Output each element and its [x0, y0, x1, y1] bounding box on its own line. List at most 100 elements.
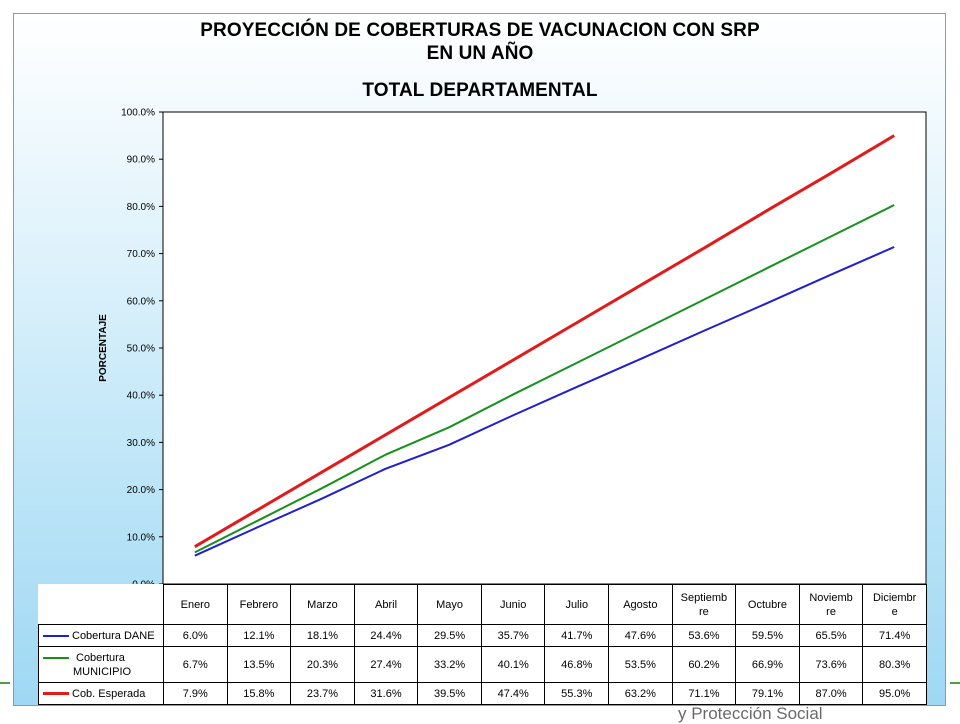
- data-table: Enero Febrero Marzo Abril Mayo Junio Julio Agos…: [38, 584, 927, 705]
- chart-title-line-1: PROYECCIÓN DE COBERTURAS DE VACUNACION C…: [200, 20, 760, 41]
- y-tick-label: 90.0%: [127, 155, 155, 166]
- x-category-label: Octubre: [735, 584, 800, 625]
- legend-key-line: [43, 692, 69, 696]
- x-category-label-part: Enero: [180, 598, 210, 611]
- data-label: 12.1%: [226, 624, 292, 647]
- x-category-label-part: Julio: [565, 598, 589, 611]
- data-label: 31.6%: [353, 682, 419, 705]
- data-label: 65.5%: [798, 624, 864, 647]
- data-label: 6.7%: [163, 646, 228, 683]
- x-category-label: Noviemb re: [798, 584, 864, 625]
- series-name: Cobertura DANE: [72, 629, 155, 642]
- series-line-1: [194, 246, 895, 557]
- data-label: 20.3%: [290, 646, 355, 683]
- series-name: Cobertura: [76, 651, 125, 664]
- x-category-label-part: Marzo: [307, 598, 338, 611]
- data-label: 29.5%: [417, 624, 482, 647]
- x-category-label-part: Mayo: [436, 598, 464, 611]
- x-category-label-part: Diciembr: [872, 591, 917, 604]
- x-category-label-part: Noviemb: [809, 591, 853, 604]
- data-label: 18.1%: [290, 624, 355, 647]
- series-line-3: [194, 134, 895, 548]
- data-label: 87.0%: [798, 682, 864, 705]
- x-category-label: Diciembr e: [862, 584, 927, 625]
- y-axis-label: PORCENTAJE: [98, 314, 109, 382]
- x-category-label: Marzo: [290, 584, 355, 625]
- x-category-label: Septiemb re: [671, 584, 737, 625]
- data-label: 95.0%: [862, 682, 927, 705]
- x-category-label: Mayo: [417, 584, 482, 625]
- x-category-label: Junio: [480, 584, 546, 625]
- x-category-label-part: Abril: [375, 598, 398, 611]
- data-label: 73.6%: [798, 646, 864, 683]
- data-label: 7.9%: [163, 682, 228, 705]
- table-row: Cobertura DANE 6.0% 12.1% 18.1% 24.4% 29.5% 35…: [38, 624, 927, 647]
- data-label: 79.1%: [735, 682, 800, 705]
- x-category-label-part: re: [826, 605, 836, 618]
- series-name: Cob. Esperada: [72, 687, 146, 700]
- table-row: Cob. Esperada 7.9% 15.8% 23.7% 31.6% 39.5% 47.…: [38, 682, 927, 705]
- table-row: Cobertura MUNICIPIO 6.7% 13.5% 20.3% 27.4% 33.…: [38, 646, 927, 683]
- data-label: 47.6%: [608, 624, 673, 647]
- x-category-label-part: e: [891, 605, 898, 618]
- x-category-label-part: Octubre: [747, 598, 788, 611]
- series-line-2: [194, 204, 895, 554]
- legend-key-line: [43, 656, 69, 659]
- data-label: 23.7%: [290, 682, 355, 705]
- y-tick-label: 40.0%: [127, 391, 155, 402]
- data-label: 24.4%: [353, 624, 419, 647]
- data-label: 63.2%: [608, 682, 673, 705]
- y-tick-label: 50.0%: [127, 344, 155, 355]
- x-category-label-part: Agosto: [623, 598, 658, 611]
- footer-divider-left: [0, 682, 10, 684]
- data-label: 35.7%: [480, 624, 546, 647]
- data-label: 60.2%: [671, 646, 737, 683]
- y-tick-label: 60.0%: [127, 296, 155, 307]
- data-label: 80.3%: [862, 646, 927, 683]
- data-label: 53.6%: [671, 624, 737, 647]
- y-tick-label: 20.0%: [127, 485, 155, 496]
- data-label: 47.4%: [480, 682, 546, 705]
- series-name: MUNICIPIO: [73, 665, 132, 678]
- x-category-label: Enero: [163, 584, 228, 625]
- data-label: 39.5%: [417, 682, 482, 705]
- data-label: 71.1%: [671, 682, 737, 705]
- legend-key-line: [43, 634, 69, 637]
- data-label: 66.9%: [735, 646, 800, 683]
- x-category-label-part: re: [699, 605, 709, 618]
- data-label: 41.7%: [544, 624, 610, 647]
- footer-divider-right: [950, 682, 960, 684]
- table-corner: [38, 584, 164, 625]
- data-label: 40.1%: [480, 646, 546, 683]
- chart-title-line-2: EN UN AÑO: [426, 43, 534, 64]
- y-tick-label: 80.0%: [127, 202, 155, 213]
- y-tick-label: 30.0%: [127, 438, 155, 449]
- y-tick-label: 70.0%: [127, 249, 155, 260]
- data-label: 33.2%: [417, 646, 482, 683]
- chart-title-line-3: TOTAL DEPARTAMENTAL: [362, 80, 598, 101]
- legend-entry: Cob. Esperada: [38, 682, 164, 705]
- x-category-label-part: Febrero: [239, 598, 279, 611]
- legend-entry: Cobertura DANE: [38, 624, 164, 647]
- x-category-label: Febrero: [226, 584, 292, 625]
- data-label: 13.5%: [226, 646, 292, 683]
- x-category-label: Agosto: [608, 584, 673, 625]
- data-label: 55.3%: [544, 682, 610, 705]
- legend-entry: Cobertura MUNICIPIO: [38, 646, 164, 683]
- data-label: 53.5%: [608, 646, 673, 683]
- data-label: 71.4%: [862, 624, 927, 647]
- y-tick-label: 100.0%: [121, 108, 155, 119]
- plot-area: [162, 111, 927, 585]
- data-label: 15.8%: [226, 682, 292, 705]
- x-category-label-part: Septiemb: [680, 591, 728, 604]
- x-category-label: Julio: [544, 584, 610, 625]
- x-category-label: Abril: [353, 584, 419, 625]
- data-label: 46.8%: [544, 646, 610, 683]
- data-label: 27.4%: [353, 646, 419, 683]
- x-category-label-part: Junio: [500, 598, 527, 611]
- data-label: 6.0%: [163, 624, 228, 647]
- y-tick-label: 10.0%: [127, 532, 155, 543]
- data-label: 59.5%: [735, 624, 800, 647]
- footer-text: y Protección Social: [678, 704, 823, 723]
